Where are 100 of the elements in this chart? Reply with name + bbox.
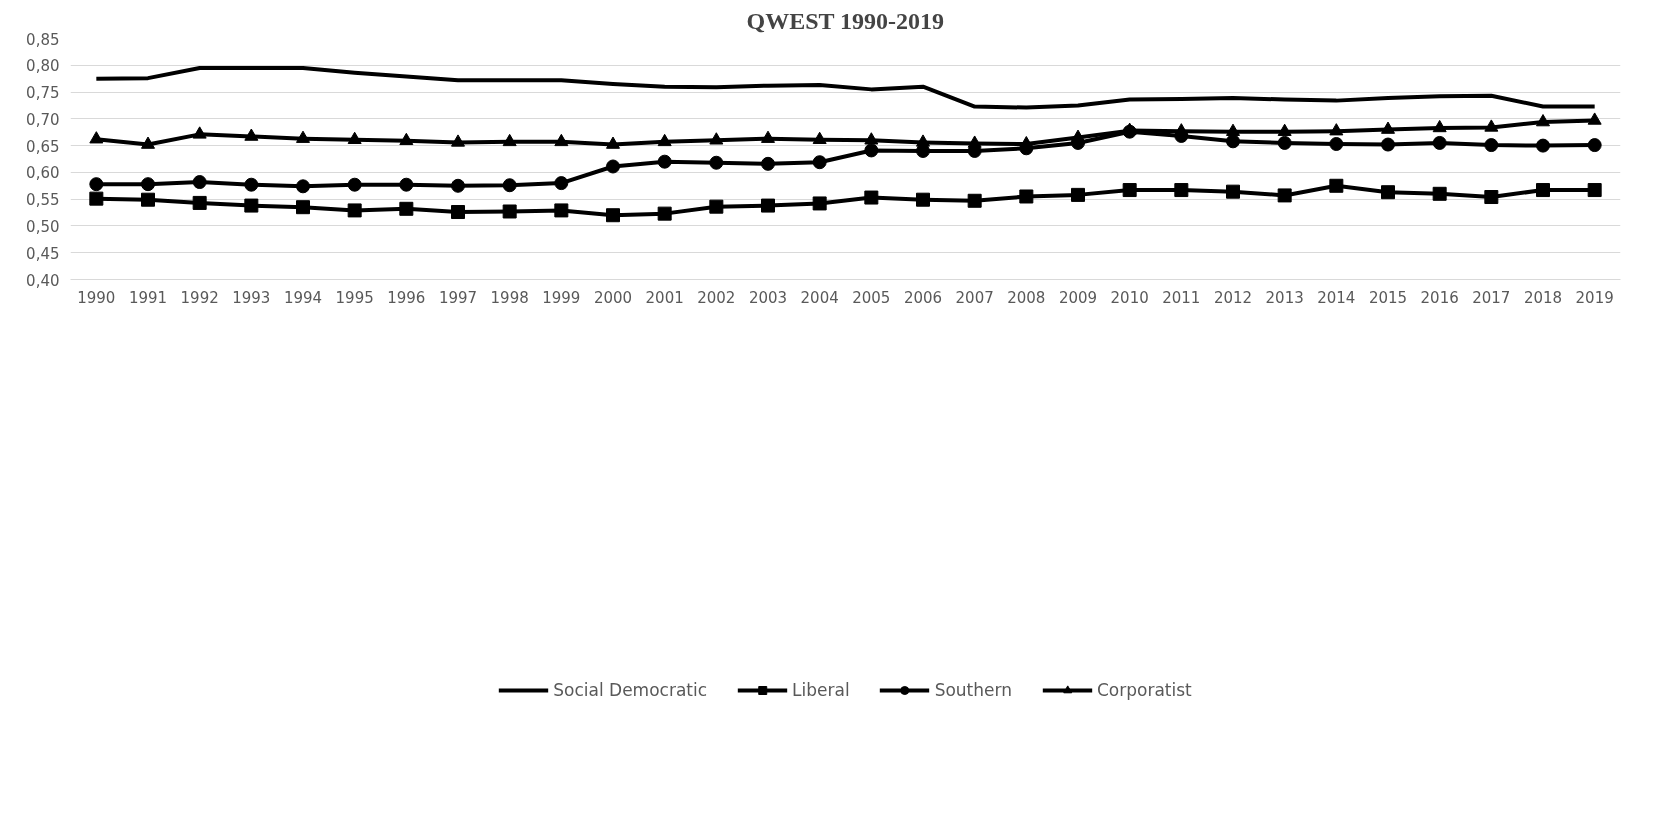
y-tick-label: 0,70 bbox=[26, 110, 60, 129]
point bbox=[916, 134, 930, 147]
point bbox=[399, 177, 414, 192]
point bbox=[1174, 123, 1189, 136]
point bbox=[916, 192, 930, 207]
point bbox=[192, 126, 207, 139]
x-tick-label: 1991 bbox=[128, 288, 168, 307]
point bbox=[864, 132, 879, 145]
point bbox=[761, 130, 775, 143]
point bbox=[89, 191, 104, 206]
point bbox=[1432, 135, 1447, 150]
point bbox=[1226, 123, 1240, 136]
x-tick-label: 2002 bbox=[697, 288, 736, 307]
point bbox=[141, 177, 155, 192]
point bbox=[1381, 185, 1395, 200]
x-tick-label: 2014 bbox=[1317, 288, 1356, 307]
point bbox=[141, 192, 155, 207]
point bbox=[606, 159, 620, 174]
point bbox=[1329, 178, 1344, 193]
point bbox=[502, 178, 517, 193]
point bbox=[1484, 190, 1499, 205]
point bbox=[1587, 138, 1602, 153]
point bbox=[709, 155, 724, 170]
point bbox=[1381, 121, 1395, 134]
point bbox=[1484, 138, 1499, 153]
point bbox=[1071, 129, 1085, 142]
point bbox=[192, 175, 207, 190]
point bbox=[1174, 183, 1189, 198]
point bbox=[1277, 135, 1292, 150]
point bbox=[89, 131, 104, 144]
x-tick-label: 2012 bbox=[1213, 288, 1253, 307]
point bbox=[812, 155, 827, 170]
x-tick-label: 2005 bbox=[852, 288, 891, 307]
point bbox=[1536, 183, 1550, 198]
x-tick-label: 2003 bbox=[748, 288, 788, 307]
point bbox=[502, 133, 517, 147]
y-tick-label: 0,80 bbox=[26, 57, 60, 76]
x-tick-label: 2016 bbox=[1420, 288, 1459, 307]
legend-label: Corporatist bbox=[1096, 680, 1192, 700]
point bbox=[89, 177, 104, 192]
point bbox=[606, 136, 620, 149]
point bbox=[1432, 119, 1447, 133]
point bbox=[1071, 187, 1085, 202]
chart-title: QWEST 1990-2019 bbox=[746, 7, 945, 34]
x-tick-label: 1997 bbox=[438, 288, 478, 307]
x-tick-label: 1995 bbox=[335, 288, 374, 307]
point bbox=[347, 131, 362, 144]
x-tick-label: 1994 bbox=[283, 288, 323, 307]
point bbox=[1536, 138, 1550, 153]
point bbox=[244, 177, 259, 192]
point bbox=[1587, 112, 1602, 125]
point bbox=[1536, 114, 1550, 127]
point bbox=[192, 195, 207, 210]
x-tick-label: 1996 bbox=[387, 288, 426, 307]
y-tick-label: 0,50 bbox=[26, 217, 60, 236]
point bbox=[347, 203, 362, 218]
x-tick-label: 2017 bbox=[1472, 288, 1511, 307]
y-tick-label: 0,60 bbox=[26, 164, 60, 183]
point bbox=[1329, 137, 1344, 151]
point bbox=[502, 204, 517, 219]
y-tick-label: 0,45 bbox=[26, 244, 60, 263]
x-tick-label: 1993 bbox=[232, 288, 271, 307]
point bbox=[606, 208, 620, 223]
point bbox=[399, 132, 414, 146]
point bbox=[864, 143, 879, 158]
x-tick-label: 2013 bbox=[1265, 288, 1304, 307]
point bbox=[967, 135, 982, 148]
point bbox=[1226, 134, 1240, 149]
x-tick-label: 2008 bbox=[1007, 288, 1046, 307]
point bbox=[1484, 119, 1499, 132]
point bbox=[244, 198, 259, 213]
y-tick-label: 0,65 bbox=[26, 137, 60, 156]
x-tick-label: 2015 bbox=[1368, 288, 1408, 307]
point bbox=[296, 179, 310, 194]
point bbox=[399, 201, 414, 216]
point bbox=[657, 154, 672, 169]
point bbox=[1226, 184, 1240, 199]
point bbox=[709, 199, 724, 214]
point bbox=[657, 206, 672, 221]
x-tick-label: 2000 bbox=[593, 288, 633, 307]
point bbox=[451, 134, 465, 147]
point bbox=[554, 203, 569, 218]
point bbox=[1122, 183, 1137, 198]
x-tick-label: 1992 bbox=[180, 288, 219, 307]
y-tick-label: 0,55 bbox=[26, 191, 60, 210]
x-tick-label: 2004 bbox=[800, 288, 839, 307]
legend-label: Social Democratic bbox=[553, 680, 708, 700]
point bbox=[1329, 123, 1344, 136]
x-tick-label: 2006 bbox=[903, 288, 943, 307]
x-tick-label: 1999 bbox=[542, 288, 581, 307]
point bbox=[709, 132, 724, 145]
point bbox=[451, 178, 465, 193]
x-tick-label: 2009 bbox=[1058, 288, 1098, 307]
point bbox=[1381, 137, 1395, 152]
x-tick-label: 2018 bbox=[1523, 288, 1563, 307]
point bbox=[1019, 189, 1034, 204]
point bbox=[657, 133, 672, 147]
y-tick-label: 0,85 bbox=[26, 30, 60, 49]
y-tick-label: 0,75 bbox=[26, 84, 60, 103]
point bbox=[141, 136, 155, 149]
